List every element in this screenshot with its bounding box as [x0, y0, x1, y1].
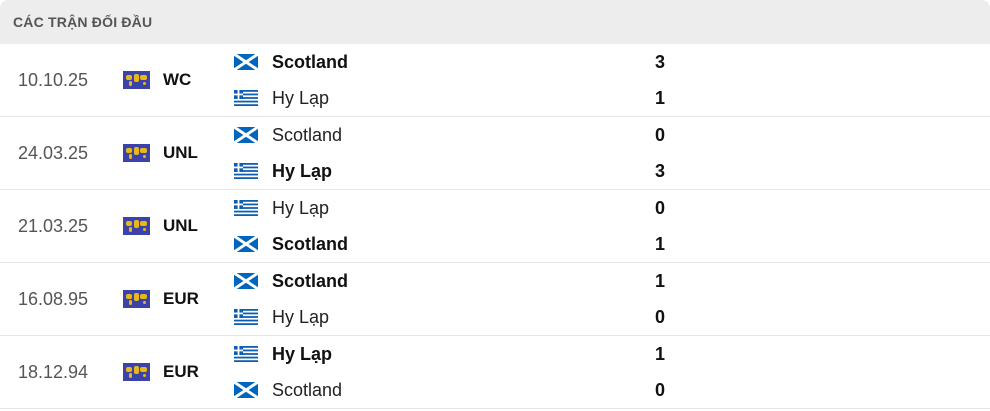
competition-label: UNL [163, 216, 198, 235]
team-score: 1 [655, 233, 666, 254]
team-away: Hy Lạp 0 [234, 299, 674, 335]
team-name: Scotland [272, 270, 349, 291]
team-home: Scotland 1 [234, 263, 674, 299]
team-away: Hy Lạp 1 [234, 80, 674, 116]
section-title: CÁC TRẬN ĐỐI ĐẦU [13, 14, 153, 30]
team-home: Scotland 3 [234, 44, 674, 80]
greece-flag-icon [234, 309, 258, 325]
match-row[interactable]: 18.12.94 EUR Hy Lạp 1 Scotland 0 [0, 336, 990, 409]
match-date: 18.12.94 [18, 362, 89, 382]
world-map-icon [123, 363, 150, 381]
greece-flag-icon [234, 90, 258, 106]
team-score: 3 [655, 51, 666, 72]
team-name: Scotland [272, 379, 343, 400]
team-name: Hy Lạp [272, 306, 330, 327]
competition-label: EUR [163, 362, 199, 381]
scotland-flag-icon [234, 127, 258, 143]
team-name: Scotland [272, 51, 349, 72]
world-map-icon [123, 290, 150, 308]
team-home: Hy Lạp 0 [234, 190, 674, 226]
team-away: Hy Lạp 3 [234, 153, 674, 189]
match-date: 16.08.95 [18, 289, 89, 309]
greece-flag-icon [234, 346, 258, 362]
scotland-flag-icon [234, 236, 258, 252]
team-name: Hy Lạp [272, 87, 330, 108]
match-row[interactable]: 16.08.95 EUR Scotland 1 Hy Lạp 0 [0, 263, 990, 336]
competition-label: WC [163, 70, 192, 89]
team-name: Scotland [272, 124, 343, 145]
match-date: 21.03.25 [18, 216, 89, 236]
world-map-icon [123, 144, 150, 162]
scotland-flag-icon [234, 54, 258, 70]
team-score: 1 [655, 270, 666, 291]
match-row[interactable]: 21.03.25 UNL Hy Lạp 0 Scotland 1 [0, 190, 990, 263]
competition-label: UNL [163, 143, 198, 162]
team-score: 0 [655, 306, 666, 327]
team-home: Scotland 0 [234, 117, 674, 153]
world-map-icon [123, 71, 150, 89]
team-score: 3 [655, 160, 666, 181]
match-date: 24.03.25 [18, 143, 89, 163]
team-score: 0 [655, 379, 666, 400]
team-home: Hy Lạp 1 [234, 336, 674, 372]
world-map-icon [123, 217, 150, 235]
scotland-flag-icon [234, 382, 258, 398]
team-name: Scotland [272, 233, 349, 254]
team-away: Scotland 0 [234, 372, 674, 408]
match-row[interactable]: 24.03.25 UNL Scotland 0 Hy Lạp 3 [0, 117, 990, 190]
team-score: 0 [655, 197, 666, 218]
greece-flag-icon [234, 163, 258, 179]
competition-label: EUR [163, 289, 199, 308]
match-row[interactable]: 10.10.25 WC Scotland 3 Hy Lạp 1 [0, 44, 990, 117]
team-score: 1 [655, 343, 666, 364]
team-score: 0 [655, 124, 666, 145]
greece-flag-icon [234, 200, 258, 216]
match-date: 10.10.25 [18, 70, 89, 90]
team-name: Hy Lạp [272, 160, 333, 181]
team-score: 1 [655, 87, 666, 108]
scotland-flag-icon [234, 273, 258, 289]
section-header: CÁC TRẬN ĐỐI ĐẦU [0, 0, 990, 44]
team-away: Scotland 1 [234, 226, 674, 262]
team-name: Hy Lạp [272, 197, 330, 218]
team-name: Hy Lạp [272, 343, 333, 364]
